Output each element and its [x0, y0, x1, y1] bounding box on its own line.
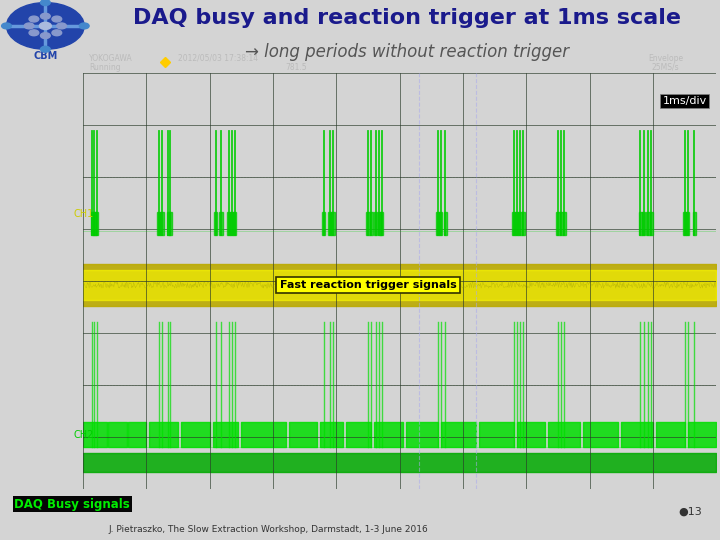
Bar — [93, 212, 96, 235]
Circle shape — [40, 14, 50, 19]
Bar — [557, 212, 559, 235]
Text: CH2: CH2 — [73, 430, 94, 440]
Bar — [683, 212, 686, 235]
Text: Envelope: Envelope — [648, 53, 683, 63]
Bar — [380, 212, 384, 235]
Bar — [215, 212, 217, 235]
Circle shape — [40, 0, 50, 5]
Text: DAQ Busy signals: DAQ Busy signals — [14, 497, 130, 511]
Bar — [516, 212, 518, 235]
Bar — [647, 212, 649, 235]
Text: Fast reaction trigger signals: Fast reaction trigger signals — [279, 280, 456, 290]
Text: 2012/05/03 17:38:14: 2012/05/03 17:38:14 — [178, 53, 258, 63]
Text: CBM: CBM — [33, 51, 58, 60]
Bar — [322, 212, 325, 235]
Circle shape — [29, 30, 39, 36]
Bar — [91, 212, 94, 235]
Circle shape — [40, 33, 50, 38]
Bar — [95, 212, 99, 235]
Bar — [559, 212, 563, 235]
Circle shape — [40, 46, 50, 52]
Bar — [167, 212, 170, 235]
Bar — [161, 212, 163, 235]
Circle shape — [57, 23, 66, 29]
Text: 1ms/div: 1ms/div — [662, 96, 707, 106]
Text: Running: Running — [89, 63, 121, 72]
Circle shape — [6, 3, 84, 49]
Circle shape — [1, 23, 12, 29]
Text: → long periods without reaction trigger: → long periods without reaction trigger — [245, 43, 569, 60]
Bar — [331, 212, 335, 235]
Circle shape — [24, 23, 34, 29]
Bar — [374, 212, 377, 235]
Bar — [378, 212, 381, 235]
Bar — [220, 212, 222, 235]
Text: ●13: ●13 — [678, 507, 702, 517]
Bar — [639, 212, 642, 235]
Bar — [369, 212, 373, 235]
Circle shape — [40, 22, 51, 30]
Bar — [366, 212, 369, 235]
Bar — [518, 212, 521, 235]
Text: 781.5: 781.5 — [286, 63, 307, 72]
Circle shape — [52, 30, 62, 36]
Bar — [157, 212, 161, 235]
Bar — [230, 212, 233, 235]
Bar — [328, 212, 331, 235]
Text: J. Pietraszko, The Slow Extraction Workshop, Darmstadt, 1-3 June 2016: J. Pietraszko, The Slow Extraction Works… — [108, 525, 428, 534]
Bar — [642, 212, 645, 235]
Bar — [686, 212, 690, 235]
Bar — [227, 212, 230, 235]
Bar — [563, 212, 566, 235]
Text: 25MS/s: 25MS/s — [652, 63, 680, 72]
Circle shape — [29, 16, 39, 22]
Bar — [649, 212, 653, 235]
Bar — [233, 212, 236, 235]
Bar — [693, 212, 696, 235]
Circle shape — [79, 23, 89, 29]
Bar — [512, 212, 516, 235]
Text: DAQ busy and reaction trigger at 1ms scale: DAQ busy and reaction trigger at 1ms sca… — [132, 9, 681, 29]
Circle shape — [52, 16, 62, 22]
Bar — [444, 212, 447, 235]
Bar — [436, 212, 439, 235]
Bar — [439, 212, 442, 235]
Text: CH1: CH1 — [73, 210, 94, 219]
Bar — [168, 212, 172, 235]
Bar — [521, 212, 525, 235]
Text: YOKOGAWA: YOKOGAWA — [89, 53, 133, 63]
